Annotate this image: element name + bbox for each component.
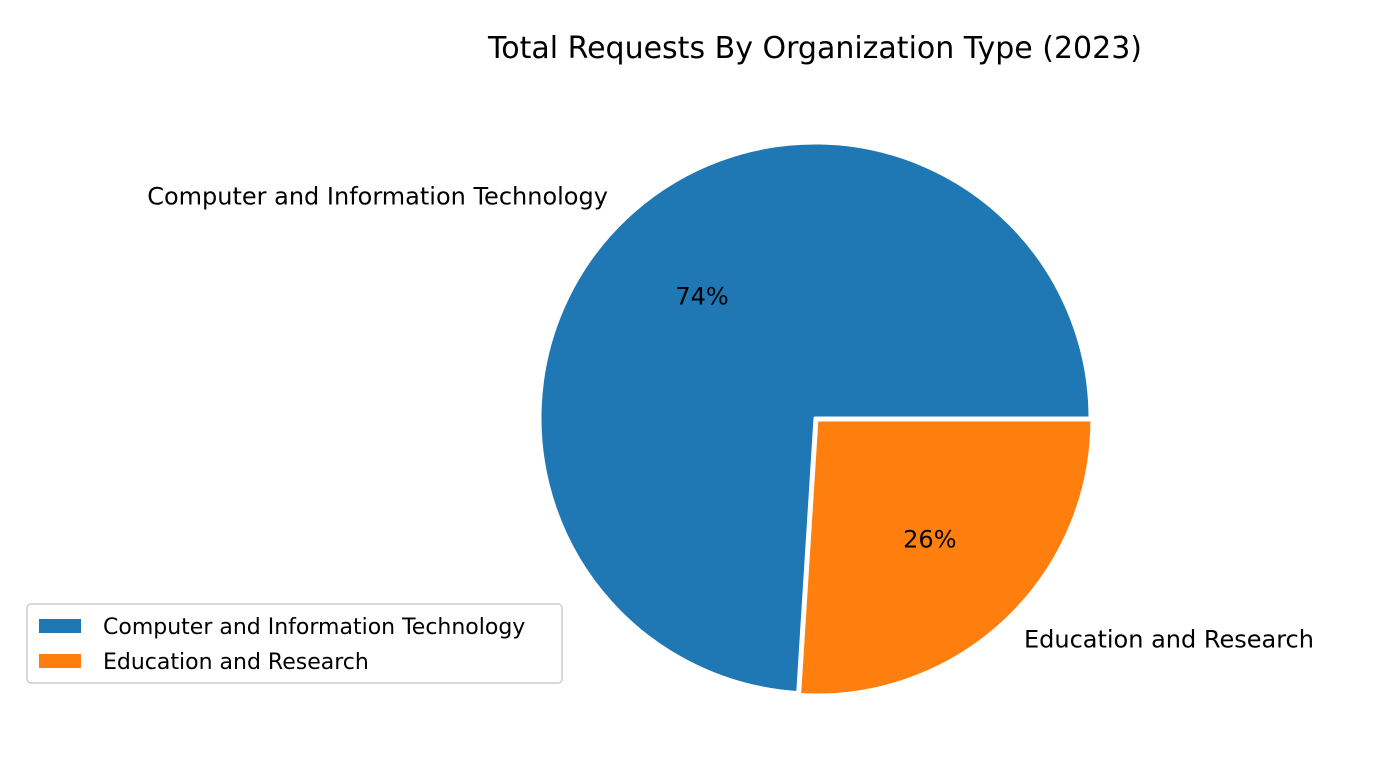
- slice-label-education-and-research: Education and Research: [1024, 626, 1314, 654]
- legend-frame: [26, 603, 563, 684]
- pie-slice-education-and-research: [798, 418, 1094, 697]
- legend: Computer and Information Technology Educ…: [26, 603, 563, 684]
- pct-label-computer-and-information-technology: 74%: [675, 283, 728, 311]
- pie-slices: [538, 141, 1094, 697]
- pie-slice-computer-and-information-technology: [538, 141, 1092, 694]
- slice-label-computer-and-information-technology: Computer and Information Technology: [147, 182, 608, 210]
- pct-label-education-and-research: 26%: [903, 525, 956, 553]
- legend-swatch-computer-it: [39, 619, 81, 633]
- chart-title: Total Requests By Organization Type (202…: [487, 31, 1142, 66]
- legend-label-computer-it: Computer and Information Technology: [103, 615, 525, 640]
- slice-labels: 74% Computer and Information Technology 26…: [147, 182, 1314, 653]
- legend-label-education-research: Education and Research: [103, 650, 369, 675]
- legend-swatch-education-research: [39, 654, 81, 668]
